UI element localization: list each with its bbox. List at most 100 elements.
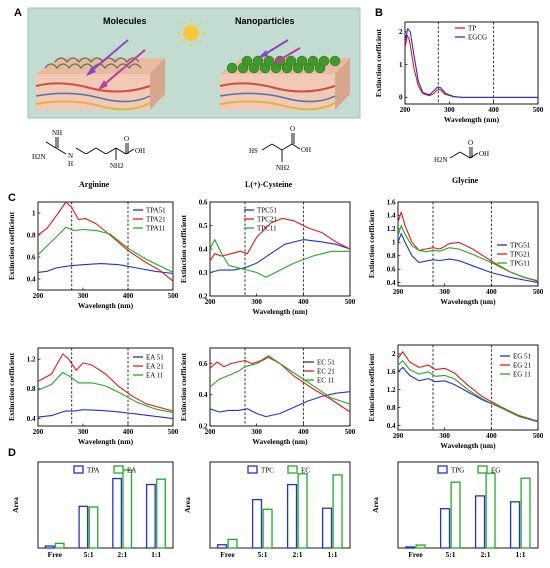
cysteine-nh2: NH2 [276,164,290,172]
series-line [37,226,174,273]
legend-label: TPA21 [146,216,166,224]
plot-frame [37,461,174,549]
bar [122,469,133,549]
y-tick-label: 0.8 [27,231,36,239]
x-tick-label: 200 [205,428,216,436]
x-tick-label: 400 [486,432,497,440]
x-tick-label: 300 [78,292,89,300]
bar [262,508,273,549]
y-tick-label: 1.2 [387,386,396,394]
y-axis-label: Area [183,497,192,513]
series-line [209,356,351,405]
x-tick-label: 500 [533,432,544,440]
category-label: Free [220,550,235,559]
skin-block-nanoparticles [219,55,350,111]
x-tick-label: 400 [123,428,134,436]
series-line [397,224,539,282]
glycine-atoms: H2N O OH Glycine [434,139,489,185]
y-tick-label: 0.4 [27,275,36,283]
plot-frame [209,201,351,297]
legend-label: EG 51 [513,353,532,361]
y-tick-label: 0.6 [199,198,208,206]
bar [78,505,89,549]
category-label: 1:1 [151,550,161,559]
y-tick-label: 0.4 [199,245,208,253]
x-tick-label: 500 [533,288,544,296]
chart-c6: Extinction coefficient 200 300 400 500 0.4 0.8… [367,344,544,450]
y-tick-label: 1.2 [27,355,36,363]
legend-swatch [247,465,258,474]
legend-label: EA 11 [146,372,164,380]
legend-label: TPG [451,467,464,475]
x-tick-label: 300 [439,432,450,440]
chart-c4: Extinction coefficient 200 300 400 500 0.4 0.8… [7,347,179,446]
glycine-o: O [468,139,473,147]
bar [112,477,123,549]
chart-c2: Extinction coefficient 200 300 400 500 0.2 0.3… [179,198,356,316]
y-tick-label: 0 [399,94,403,102]
bar [415,544,426,549]
x-tick-label: 200 [33,292,44,300]
x-tick-label: 500 [168,292,179,300]
y-tick-label: 1 [392,239,396,247]
legend-label: EC 51 [317,359,335,367]
x-tick-label: 300 [251,428,262,436]
category-label: 5:1 [446,550,456,559]
legend-label: EC 11 [317,377,335,385]
legend-label: TP [468,25,476,33]
y-tick-label: 0.6 [199,360,208,368]
x-tick-label: 300 [444,106,455,114]
sun-icon [177,19,205,47]
y-tick-label: 0.3 [199,269,208,277]
x-tick-label: 500 [345,298,356,306]
legend-label: EG [491,467,500,475]
y-axis-label: Extinction coefficient [179,214,188,283]
x-axis-label: Wavelength (nm) [440,441,496,450]
molecule-glycine [449,147,479,159]
y-axis-label: Extinction coefficient [374,28,383,97]
plot-frame [37,201,174,291]
legend-label: TPG21 [510,251,531,259]
y-tick-label: 1 [399,61,403,69]
x-tick-label: 500 [345,428,356,436]
category-label: Free [48,550,63,559]
glycine-oh: OH [479,150,489,158]
bar [216,544,228,549]
plot-frame [209,461,351,549]
y-tick-label: 0.4 [199,391,208,399]
arginine-nh2: NH2 [110,162,124,170]
y-axis-label: Extinction coefficient [179,352,188,421]
arginine-n: N [68,152,73,160]
plot-frame [397,201,539,287]
legend-label: TPA51 [146,207,166,215]
arginine-label: Arginine [79,180,110,189]
arginine-h2n: H2N [32,153,46,161]
category-label: 5:1 [258,550,268,559]
y-axis-label: Area [11,497,20,513]
x-axis-label: Wavelength (nm) [440,297,496,306]
category-label: 2:1 [117,550,127,559]
series-line [37,201,174,282]
molecule-arginine [45,137,135,160]
series-line [209,217,351,262]
x-axis-label: Wavelength (nm) [252,437,308,446]
molecules-title: Molecules [103,16,147,26]
legend-label: EA 51 [146,354,164,362]
y-tick-label: 0.6 [387,266,396,274]
y-tick-label: 1.4 [387,212,396,220]
legend-label: TPC [261,467,274,475]
bar [286,483,298,549]
series-line [397,360,539,423]
y-tick-label: 1 [32,209,36,217]
y-tick-label: 2 [392,350,396,358]
bar [520,477,531,549]
category-label: 2:1 [481,550,491,559]
panel-label-b: B [375,7,383,19]
cysteine-hs: HS [249,147,258,155]
bar [227,538,238,549]
chart-d2: Area Free 5:1 2:1 1:1 TPC EC [183,461,351,559]
legend-label: TPC51 [257,207,277,215]
legend-label: TPC11 [257,225,277,233]
y-axis-label: Extinction coefficient [7,352,16,421]
panel-label-c: C [8,192,16,204]
